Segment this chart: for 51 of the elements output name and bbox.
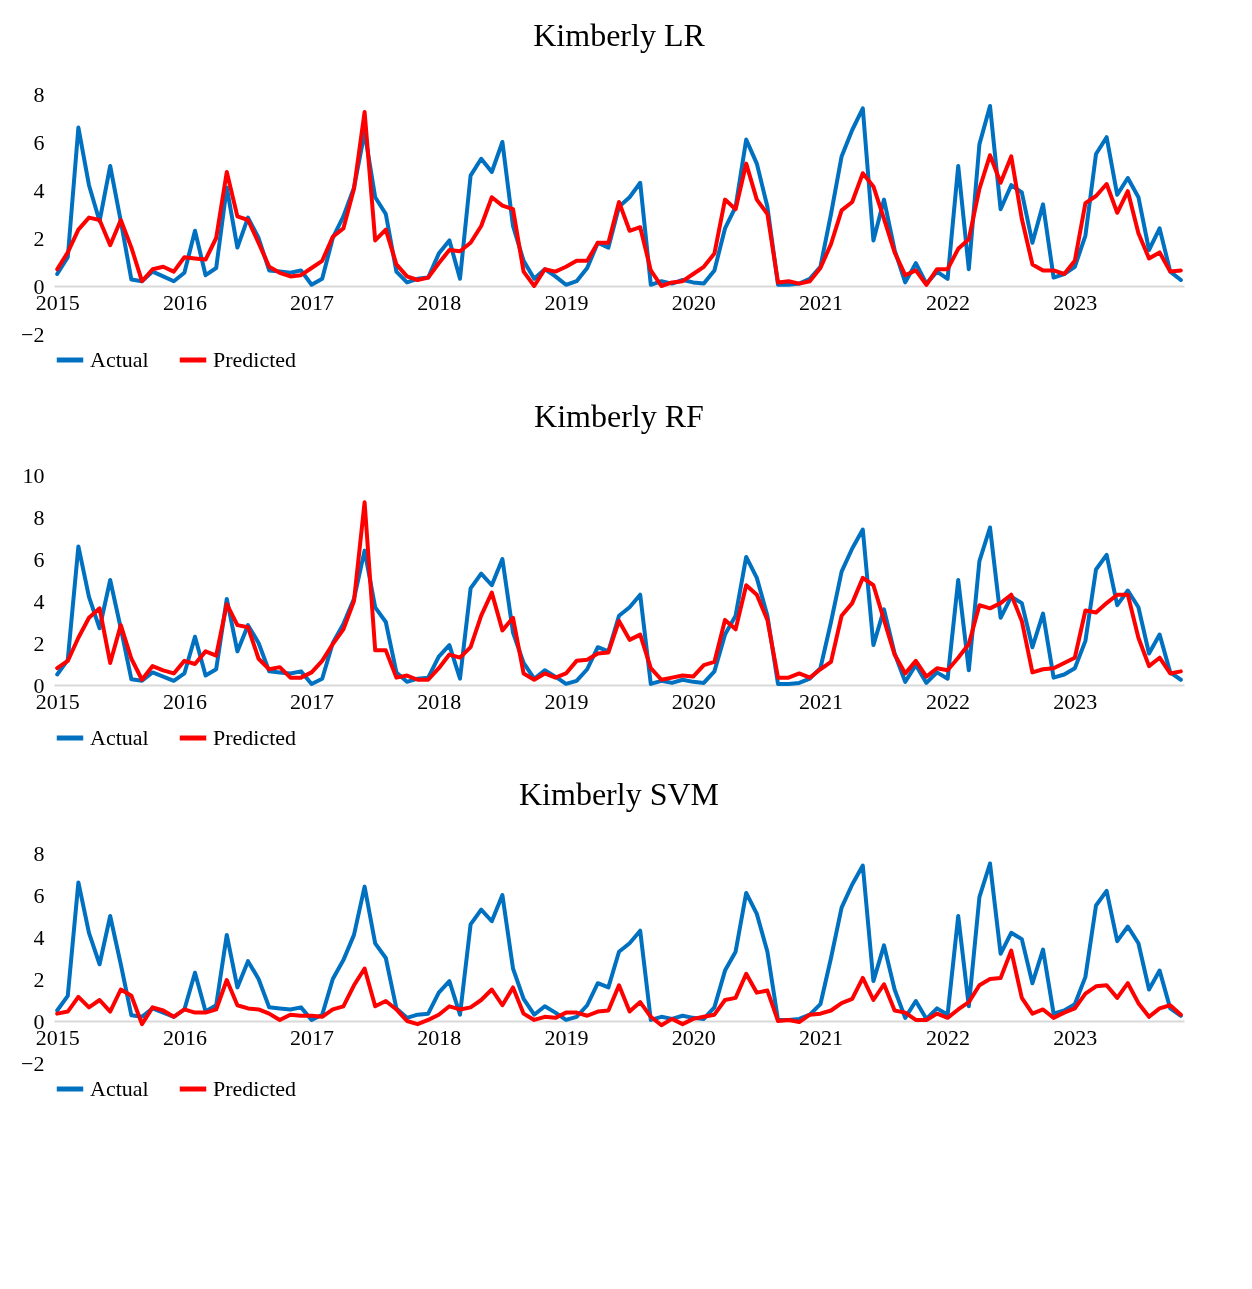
chart-title: Kimberly LR [533, 17, 706, 53]
chart-title: Kimberly RF [534, 398, 704, 434]
y-tick-label: −2 [21, 321, 45, 347]
x-tick-label: 2017 [290, 289, 335, 315]
line-series [55, 500, 1183, 682]
y-tick-label: 8 [33, 840, 45, 866]
x-tick-label: 2017 [290, 1024, 335, 1050]
line-series [55, 948, 1183, 1028]
x-tick-label: 2018 [417, 688, 462, 714]
y-tick-label: 4 [33, 177, 45, 203]
y-tick-label: 4 [33, 588, 45, 614]
x-tick-label: 2016 [162, 289, 207, 315]
y-tick-label: 6 [33, 882, 45, 908]
x-tick-label: 2023 [1053, 1024, 1098, 1050]
y-tick-label: 2 [33, 630, 45, 656]
x-tick-label: 2018 [417, 1024, 462, 1050]
legend-label: Predicted [213, 347, 297, 372]
y-tick-label: −2 [21, 1050, 45, 1076]
x-tick-label: 2023 [1053, 289, 1098, 315]
y-tick-label: 8 [33, 81, 45, 107]
y-tick-label: 6 [33, 129, 45, 155]
x-tick-label: 2019 [544, 688, 589, 714]
x-tick-label: 2016 [162, 1024, 207, 1050]
x-tick-label: 2017 [290, 688, 335, 714]
legend-label: Actual [90, 347, 149, 372]
y-tick-label: 6 [33, 546, 45, 572]
x-tick-label: 2021 [798, 688, 843, 714]
y-tick-label: 10 [22, 462, 45, 488]
chart-title: Kimberly SVM [519, 776, 719, 812]
y-tick-label: 4 [33, 924, 45, 950]
x-tick-label: 2022 [926, 289, 971, 315]
x-tick-label: 2021 [798, 289, 843, 315]
legend-label: Predicted [213, 1076, 297, 1101]
x-tick-label: 2019 [544, 289, 589, 315]
x-tick-label: 2016 [162, 688, 207, 714]
x-tick-label: 2018 [417, 289, 462, 315]
y-tick-label: 2 [33, 966, 45, 992]
y-tick-label: 8 [33, 504, 45, 530]
x-tick-label: 2023 [1053, 688, 1098, 714]
x-tick-label: 2020 [671, 289, 716, 315]
x-tick-label: 2022 [926, 688, 971, 714]
x-tick-label: 2020 [671, 688, 716, 714]
y-tick-label: 2 [33, 225, 45, 251]
legend-label: Predicted [213, 725, 297, 750]
line-series [55, 861, 1183, 1022]
legend-label: Actual [90, 725, 149, 750]
x-tick-label: 2022 [926, 1024, 971, 1050]
x-tick-label: 2021 [798, 1024, 843, 1050]
x-tick-label: 2020 [671, 1024, 716, 1050]
x-tick-label: 2019 [544, 1024, 589, 1050]
legend-label: Actual [90, 1076, 149, 1101]
